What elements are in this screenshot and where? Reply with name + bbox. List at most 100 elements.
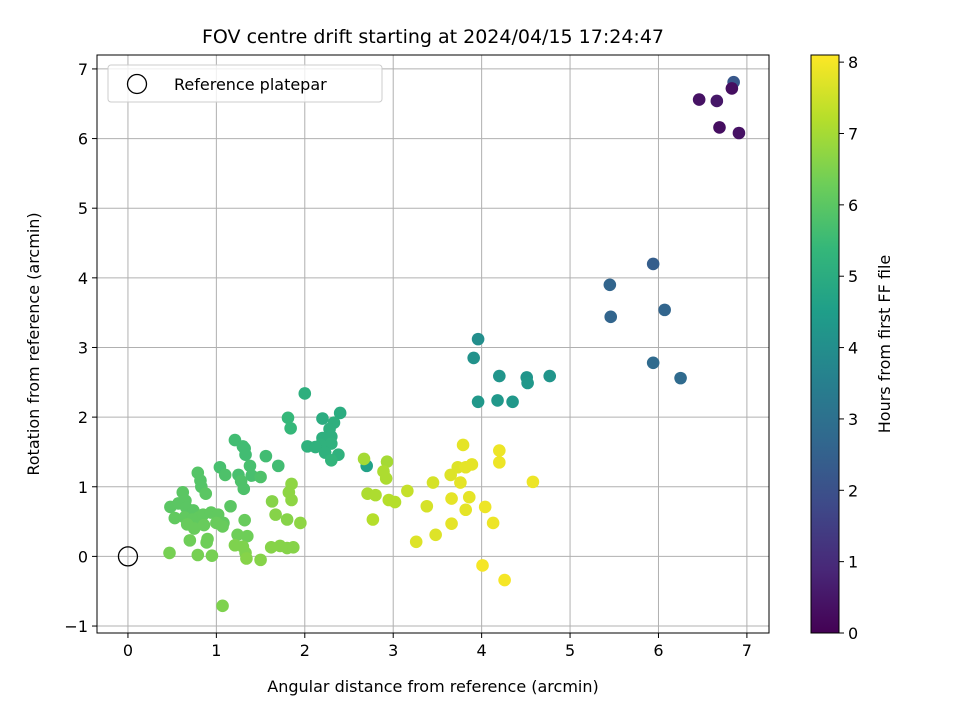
data-point xyxy=(325,453,338,467)
data-point xyxy=(201,532,214,546)
legend-label-reference: Reference platepar xyxy=(174,75,327,94)
reference-platepar-marker xyxy=(117,546,139,567)
colorbar-gradient xyxy=(810,54,840,634)
x-tick-label: 3 xyxy=(388,641,398,660)
data-point xyxy=(476,559,489,572)
data-point xyxy=(658,303,671,317)
data-point xyxy=(216,599,229,613)
data-point xyxy=(285,477,298,491)
x-tick-label: 1 xyxy=(211,641,221,660)
data-point xyxy=(357,452,371,466)
x-tick-label: 6 xyxy=(653,641,663,660)
data-point xyxy=(239,448,252,462)
data-point xyxy=(254,553,267,567)
data-point xyxy=(205,549,219,563)
y-tick-label: 6 xyxy=(78,130,88,149)
colorbar-tick-label: 4 xyxy=(848,339,858,358)
data-point xyxy=(493,444,506,457)
colorbar-tick-label: 0 xyxy=(848,624,858,643)
data-point xyxy=(467,351,480,365)
colorbar-tick-label: 7 xyxy=(848,124,858,143)
data-point xyxy=(168,511,182,525)
data-point xyxy=(710,94,724,108)
data-point xyxy=(429,528,442,542)
data-point xyxy=(298,387,312,400)
data-point xyxy=(197,518,211,532)
legend: Reference platepar xyxy=(107,64,383,103)
colorbar-tick-label: 8 xyxy=(848,53,858,72)
data-point xyxy=(366,513,380,526)
data-point xyxy=(187,522,201,535)
data-point xyxy=(325,437,338,450)
data-point xyxy=(243,459,257,473)
colorbar: 0 1 2 3 4 5 6 7 8 Hours from first FF file xyxy=(810,53,894,643)
data-point xyxy=(478,500,492,514)
data-point xyxy=(674,371,687,385)
data-point xyxy=(604,310,618,324)
data-points xyxy=(163,75,746,613)
data-point xyxy=(259,449,273,463)
data-point xyxy=(454,476,467,489)
data-point xyxy=(224,499,237,513)
axis-ticks: 0 1 2 3 4 5 6 7 −1 0 1 2 3 4 5 6 7 xyxy=(64,60,752,660)
x-tick-label: 4 xyxy=(477,641,487,660)
y-tick-label: 4 xyxy=(78,269,88,288)
data-point xyxy=(498,573,511,587)
data-point xyxy=(725,82,739,95)
data-point xyxy=(732,126,746,140)
colorbar-tick-label: 6 xyxy=(848,196,858,215)
data-point xyxy=(369,488,382,502)
data-point xyxy=(199,487,213,501)
data-point xyxy=(462,490,476,504)
data-point xyxy=(465,458,479,471)
data-point xyxy=(380,455,394,468)
data-point xyxy=(286,541,300,554)
y-tick-label: 5 xyxy=(78,199,88,218)
data-point xyxy=(493,369,506,383)
colorbar-label: Hours from first FF file xyxy=(875,255,894,434)
data-point xyxy=(521,376,534,390)
data-point xyxy=(646,356,660,370)
plot-frame xyxy=(96,54,770,634)
data-point xyxy=(265,495,279,508)
data-point xyxy=(420,499,434,513)
x-tick-label: 2 xyxy=(300,641,310,660)
data-point xyxy=(237,482,251,496)
data-point xyxy=(284,421,297,435)
legend-box xyxy=(107,64,383,103)
y-axis-label: Rotation from reference (arcmin) xyxy=(24,212,43,475)
data-point xyxy=(456,438,470,452)
data-point xyxy=(163,546,176,560)
colorbar-ticks: 0 1 2 3 4 5 6 7 8 xyxy=(839,53,858,643)
data-point xyxy=(603,278,617,292)
data-point xyxy=(294,516,307,530)
data-point xyxy=(426,476,440,489)
data-point xyxy=(493,456,506,469)
y-tick-label: 1 xyxy=(78,478,88,497)
colorbar-tick-label: 3 xyxy=(848,410,858,429)
data-point xyxy=(231,528,244,542)
y-tick-label: 2 xyxy=(78,408,88,427)
data-point xyxy=(309,440,322,454)
data-point xyxy=(471,395,485,409)
data-point xyxy=(379,472,393,485)
y-tick-label: 0 xyxy=(78,547,88,566)
data-point xyxy=(333,406,347,420)
data-point xyxy=(280,513,294,526)
x-tick-label: 7 xyxy=(742,641,752,660)
data-point xyxy=(240,552,253,565)
legend-marker-reference xyxy=(126,73,148,95)
colorbar-tick-label: 5 xyxy=(848,267,858,286)
data-point xyxy=(491,394,504,407)
x-axis-label: Angular distance from reference (arcmin) xyxy=(267,677,598,696)
data-point xyxy=(486,516,500,530)
chart-title: FOV centre drift starting at 2024/04/15 … xyxy=(202,26,664,48)
data-point xyxy=(281,411,295,425)
data-point xyxy=(506,395,519,409)
data-point xyxy=(445,517,458,530)
x-tick-label: 5 xyxy=(565,641,575,660)
data-point xyxy=(692,93,706,106)
data-point xyxy=(445,492,458,505)
data-point xyxy=(218,468,232,482)
data-point xyxy=(471,332,485,346)
